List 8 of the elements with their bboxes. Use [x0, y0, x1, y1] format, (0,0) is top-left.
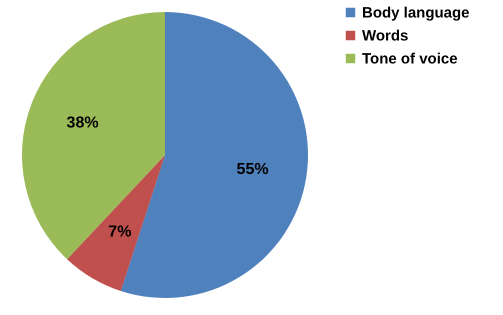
legend-label: Words [362, 28, 408, 44]
legend-label: Body language [362, 4, 470, 22]
data-label: 55% [236, 160, 269, 178]
pie-slice [22, 12, 165, 260]
pie-slice [67, 155, 165, 291]
legend-label: Tone of voice [362, 50, 458, 68]
data-label: 38% [66, 114, 99, 132]
data-label: 7% [108, 223, 132, 240]
